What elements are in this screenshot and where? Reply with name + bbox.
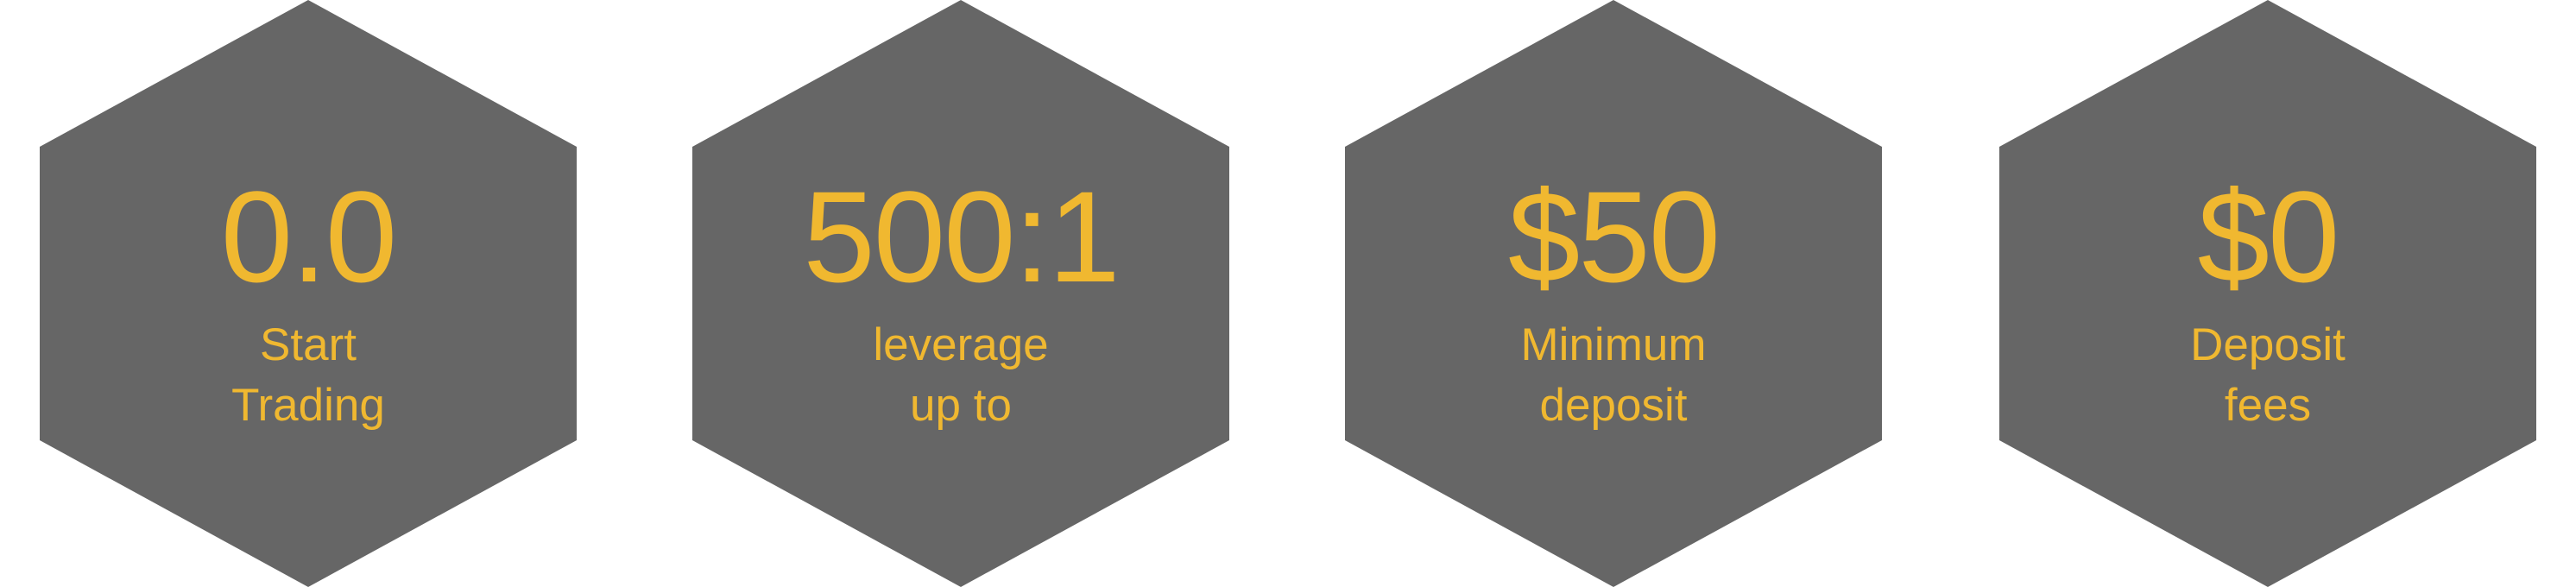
- stat-card-spread: 0.0 Start Trading: [40, 0, 577, 587]
- hexagon-shape: [1999, 0, 2536, 587]
- stat-card-deposit-fees: $0 Deposit fees: [1999, 0, 2536, 587]
- stat-caption-line: Minimum: [1520, 319, 1707, 370]
- stat-caption-line: up to: [910, 380, 1012, 431]
- hexagon-shape: [40, 0, 577, 587]
- stat-caption-line: Trading: [231, 380, 385, 431]
- stat-caption-line: leverage: [873, 319, 1049, 370]
- stat-caption: Start Trading: [40, 315, 577, 436]
- stat-caption-line: Deposit: [2190, 319, 2346, 370]
- hexagon-shape: [692, 0, 1229, 587]
- stat-caption: Deposit fees: [1999, 315, 2536, 436]
- stat-value: 0.0: [220, 164, 398, 309]
- stat-value: 500:1: [803, 164, 1120, 309]
- stat-caption: leverage up to: [692, 315, 1229, 436]
- stat-value: $0: [2197, 164, 2340, 309]
- stat-caption: Minimum deposit: [1345, 315, 1882, 436]
- stat-value: $50: [1507, 164, 1720, 309]
- stat-caption-line: fees: [2224, 380, 2312, 431]
- stat-caption-line: Start: [260, 319, 357, 370]
- stat-card-minimum-deposit: $50 Minimum deposit: [1345, 0, 1882, 587]
- stat-card-leverage: 500:1 leverage up to: [692, 0, 1229, 587]
- stat-caption-line: deposit: [1539, 380, 1688, 431]
- hexagon-shape: [1345, 0, 1882, 587]
